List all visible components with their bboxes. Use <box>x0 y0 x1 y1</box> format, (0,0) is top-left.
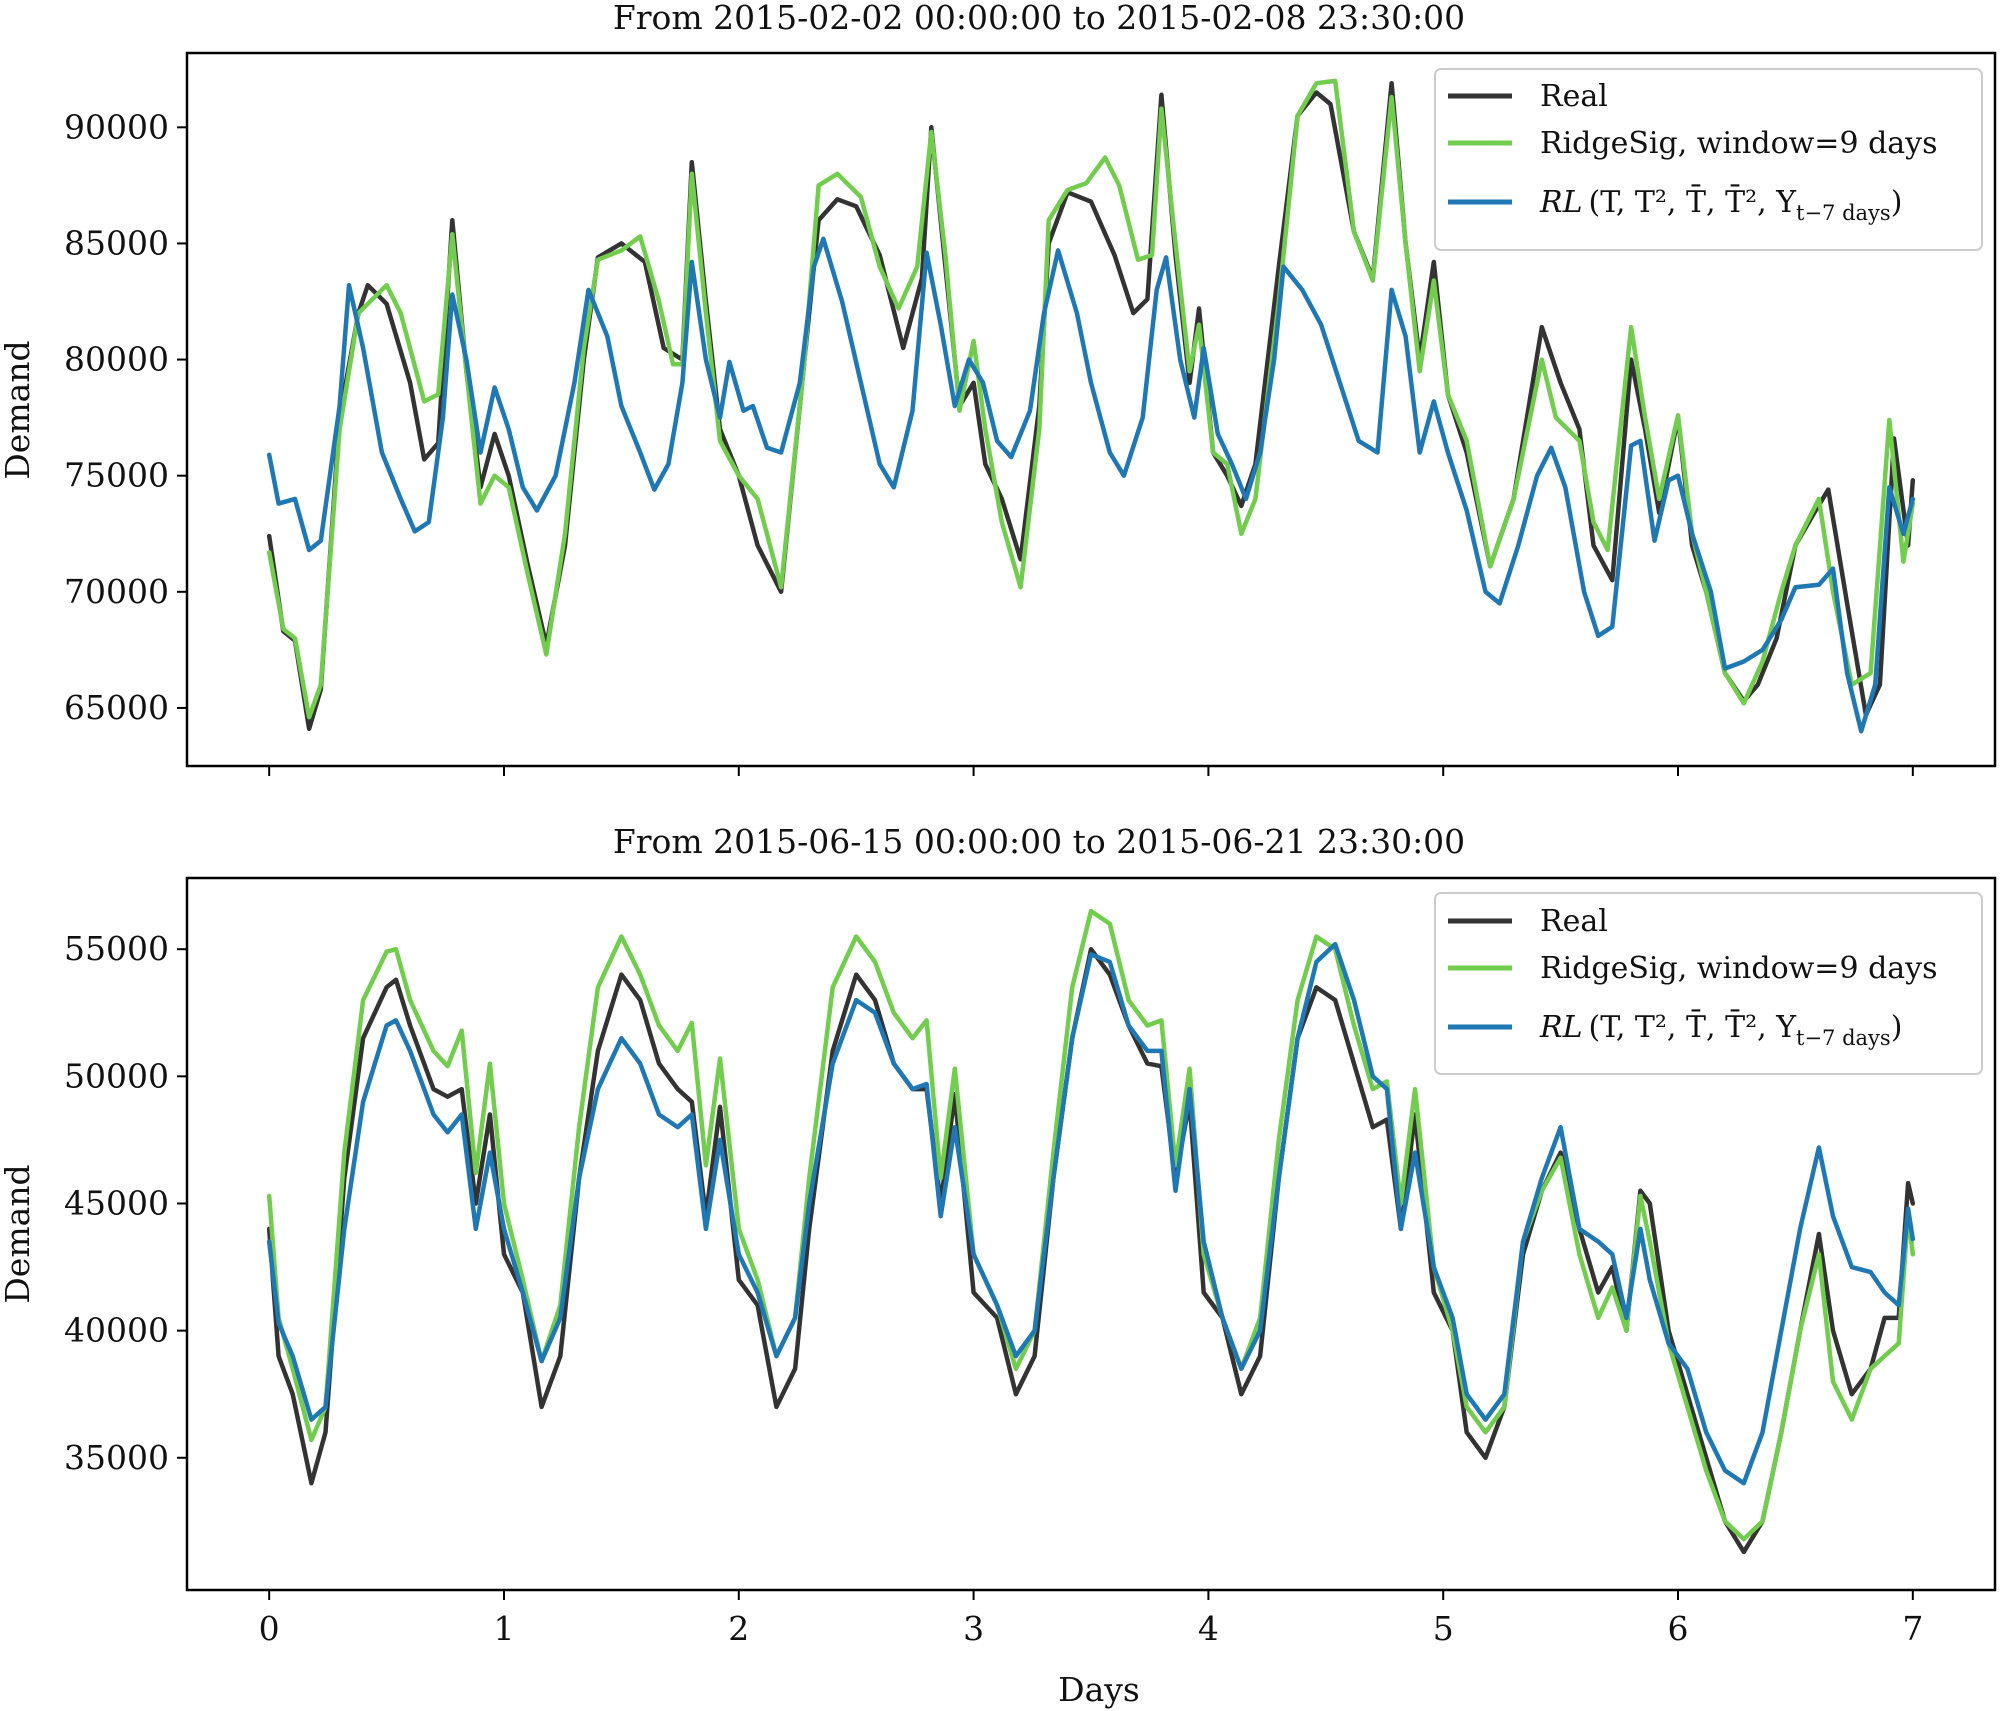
top-y-axis: 65000 70000 75000 80000 85000 90000 <box>64 107 187 727</box>
bottom-y-axis-label: Demand <box>0 1164 37 1303</box>
top-legend: Real RidgeSig, window=9 days RL (T, T², T… <box>1434 68 1983 251</box>
bottom-series-lines <box>266 908 1916 1555</box>
top-legend-ridge-label: RidgeSig, window=9 days <box>1540 126 1938 161</box>
y-tick-label: 55000 <box>64 929 169 968</box>
series-line-ridge <box>266 78 1916 720</box>
bottom-legend-rl-label: RL (T, T², T̄, T̄², Yt−7 days) <box>1539 1009 1902 1050</box>
bottom-chart-title: From 2015-06-15 00:00:00 to 2015-06-21 2… <box>613 822 1465 861</box>
y-tick-label: 50000 <box>64 1056 169 1095</box>
y-tick-label: 40000 <box>64 1311 169 1350</box>
y-tick-label: 65000 <box>64 688 169 727</box>
y-tick-label: 45000 <box>64 1183 169 1222</box>
bottom-legend-real-label: Real <box>1540 904 1608 939</box>
bottom-x-axis-label: Days <box>1058 1670 1140 1709</box>
bottom-legend: Real RidgeSig, window=9 days RL (T, T², T… <box>1434 892 1983 1075</box>
top-legend-rl-label: RL (T, T², T̄, T̄², Yt−7 days) <box>1539 184 1902 225</box>
bottom-panel: From 2015-06-15 00:00:00 to 2015-06-21 2… <box>0 822 1997 1709</box>
x-tick-label: 3 <box>963 1609 984 1648</box>
bottom-legend-box <box>1434 892 1983 1075</box>
bottom-y-axis: 35000 40000 45000 50000 55000 <box>64 929 187 1477</box>
y-tick-label: 35000 <box>64 1438 169 1477</box>
x-tick-label: 7 <box>1902 1609 1923 1648</box>
y-tick-label: 75000 <box>64 456 169 495</box>
top-chart-title: From 2015-02-02 00:00:00 to 2015-02-08 2… <box>613 0 1465 37</box>
series-line-rl <box>266 941 1916 1486</box>
top-legend-box <box>1434 68 1983 251</box>
top-panel: From 2015-02-02 00:00:00 to 2015-02-08 2… <box>0 0 1997 776</box>
bottom-x-axis: 0 1 2 3 4 5 6 7 <box>259 1590 1923 1648</box>
y-tick-label: 90000 <box>64 107 169 146</box>
y-tick-label: 85000 <box>64 223 169 262</box>
top-y-axis-label: Demand <box>0 340 37 479</box>
x-tick-label: 0 <box>259 1609 280 1648</box>
bottom-legend-ridge-label: RidgeSig, window=9 days <box>1540 951 1938 986</box>
x-tick-label: 4 <box>1198 1609 1219 1648</box>
top-legend-real-label: Real <box>1540 79 1608 114</box>
x-tick-label: 6 <box>1668 1609 1689 1648</box>
series-line-rl <box>266 236 1916 734</box>
top-series-lines <box>266 78 1916 734</box>
x-tick-label: 1 <box>493 1609 514 1648</box>
y-tick-label: 70000 <box>64 572 169 611</box>
x-tick-label: 2 <box>728 1609 749 1648</box>
top-x-axis <box>268 766 1914 776</box>
series-line-real <box>266 80 1916 732</box>
x-tick-label: 5 <box>1433 1609 1454 1648</box>
y-tick-label: 80000 <box>64 340 169 379</box>
series-line-ridge <box>266 908 1916 1542</box>
